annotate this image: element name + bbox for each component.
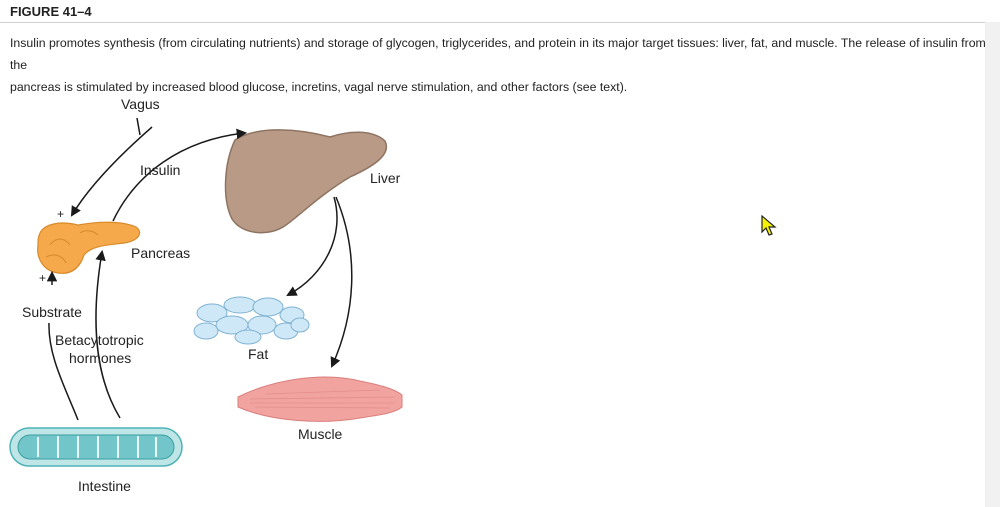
caption-line-1: Insulin promotes synthesis (from circula… [10, 36, 986, 72]
pancreas-shape [37, 221, 141, 274]
betacytotropic-label: Betacytotropic [55, 332, 144, 348]
pancreas-label: Pancreas [131, 245, 190, 261]
liver-label: Liver [370, 170, 401, 186]
hormones-label: hormones [69, 350, 131, 366]
vagus-label: Vagus [121, 96, 160, 112]
plus-sign-vagus: + [57, 207, 64, 221]
liver-shape [224, 129, 388, 234]
insulin-label: Insulin [140, 162, 180, 178]
insulin-diagram: Vagus Insulin Liver Pancreas + + Substra… [9, 96, 403, 494]
figure-caption: Insulin promotes synthesis (from circula… [10, 32, 1000, 98]
figure-header: FIGURE 41–4 [0, 0, 1000, 23]
intestine-shape [9, 427, 183, 467]
vagus-tick [136, 117, 141, 136]
substrate-label: Substrate [22, 304, 82, 320]
mouse-pointer-icon [761, 215, 777, 236]
fat-label: Fat [248, 346, 268, 362]
intestine-substrate-line [48, 322, 79, 421]
liver-to-muscle-arrow [330, 196, 353, 368]
fat-tissue [193, 296, 310, 345]
liver-to-fat-arrow [286, 196, 338, 296]
hormones-arrow [95, 249, 121, 419]
intestine-label: Intestine [78, 478, 131, 494]
vagus-arrow [70, 126, 153, 217]
figure-title: FIGURE 41–4 [10, 4, 92, 19]
plus-sign-substrate: + [39, 271, 46, 285]
insulin-arrow [112, 128, 248, 222]
muscle-label: Muscle [298, 426, 343, 442]
caption-line-2: pancreas is stimulated by increased bloo… [10, 80, 628, 94]
scrollbar[interactable] [985, 22, 1000, 507]
muscle-tissue [237, 376, 403, 422]
